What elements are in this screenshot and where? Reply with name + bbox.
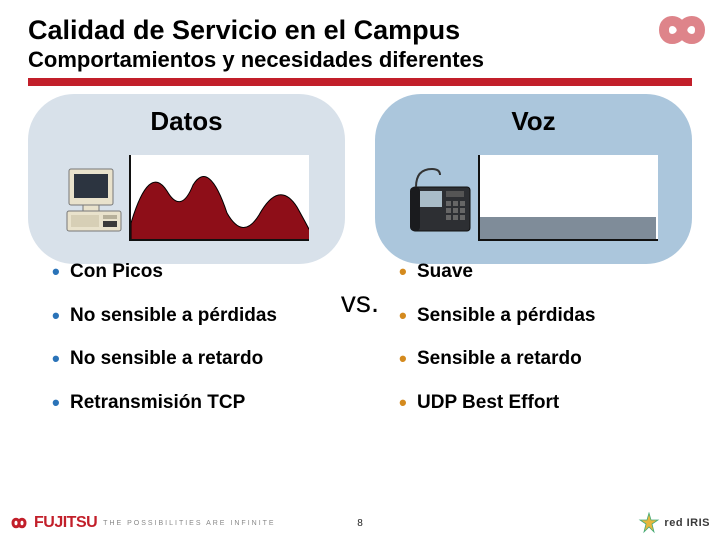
computer-icon [65,167,123,241]
page-number: 8 [357,518,363,529]
rediris-text: red IRIS [664,517,710,529]
fujitsu-brand: FUJITSU THE POSSIBILITIES ARE INFINITE [10,514,276,532]
comparison-columns: Datos Con Picos No sensible a pérdidas [0,86,720,434]
bullet-item: Con Picos [52,259,355,285]
graphic-row-left [18,151,355,241]
bullet-item: No sensible a pérdidas [52,303,355,329]
bullet-item: Sensible a pérdidas [399,303,702,329]
flat-area [480,217,656,239]
slide-subtitle: Comportamientos y necesidades diferentes [28,48,692,72]
bullet-item: No sensible a retardo [52,346,355,372]
footer: FUJITSU THE POSSIBILITIES ARE INFINITE 8… [0,512,720,534]
vs-label: vs. [341,286,379,320]
heading-voz: Voz [365,106,702,137]
fujitsu-text: FUJITSU [34,514,97,532]
slide-title: Calidad de Servicio en el Campus [28,16,692,46]
title-block: Calidad de Servicio en el Campus Comport… [0,0,720,72]
bullet-item: Suave [399,259,702,285]
column-datos: Datos Con Picos No sensible a pérdidas [18,94,355,434]
rediris-brand: red IRIS [638,512,710,534]
fujitsu-mark-icon [10,515,28,531]
rediris-star-icon [638,512,660,534]
bullets-voz: Suave Sensible a pérdidas Sensible a ret… [365,241,702,416]
column-voz: Voz Suave Sensible a pérdi [365,94,702,434]
tagline: THE POSSIBILITIES ARE INFINITE [103,520,275,527]
infinity-logo-icon [650,6,714,54]
ip-phone-icon [410,163,472,241]
bursty-area-icon [131,155,309,241]
bullet-item: Sensible a retardo [399,346,702,372]
graphic-row-right [365,151,702,241]
bullet-item: Retransmisión TCP [52,390,355,416]
bullet-item: UDP Best Effort [399,390,702,416]
heading-datos: Datos [18,106,355,137]
chart-datos [129,155,309,241]
chart-voz [478,155,658,241]
bullets-datos: Con Picos No sensible a pérdidas No sens… [18,241,355,416]
accent-rule [28,78,692,86]
